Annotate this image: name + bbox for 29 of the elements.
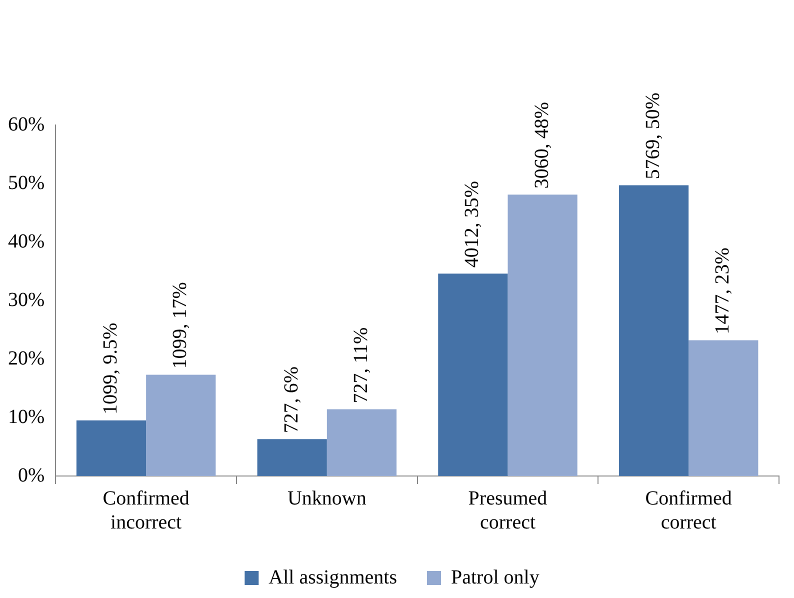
data-label: 1099, 9.5%	[100, 322, 122, 414]
bar	[438, 274, 508, 476]
y-tick-label: 10%	[8, 406, 45, 428]
data-label: 3060, 48%	[530, 102, 553, 189]
bar	[257, 439, 327, 476]
data-label: 4012, 35%	[461, 180, 484, 268]
x-tick-label: Unknown	[287, 487, 366, 510]
y-tick-label: 50%	[8, 172, 45, 194]
legend-label: Patrol only	[451, 566, 540, 588]
y-tick-label: 40%	[8, 230, 45, 252]
data-label: 727, 6%	[280, 366, 302, 434]
y-tick-label: 20%	[8, 347, 45, 370]
y-tick-label: 60%	[8, 113, 45, 136]
data-label: 1099, 17%	[169, 282, 192, 369]
bar	[508, 194, 578, 476]
data-label: 727, 11%	[350, 327, 372, 404]
x-tick-label: Confirmed correct	[645, 487, 732, 534]
legend-label: All assignments	[268, 566, 398, 588]
x-tick-label: Presumed correct	[468, 487, 548, 534]
bar	[76, 420, 146, 476]
bar	[618, 185, 689, 476]
data-label: 5769, 50%	[642, 92, 664, 180]
bar	[326, 409, 397, 476]
y-tick-label: 0%	[18, 464, 45, 486]
bar	[688, 340, 758, 476]
x-tick-label: Confirmed incorrect	[102, 487, 190, 534]
bar	[146, 374, 216, 476]
data-label: 1477, 23%	[712, 248, 734, 334]
y-tick-label: 30%	[8, 288, 45, 311]
